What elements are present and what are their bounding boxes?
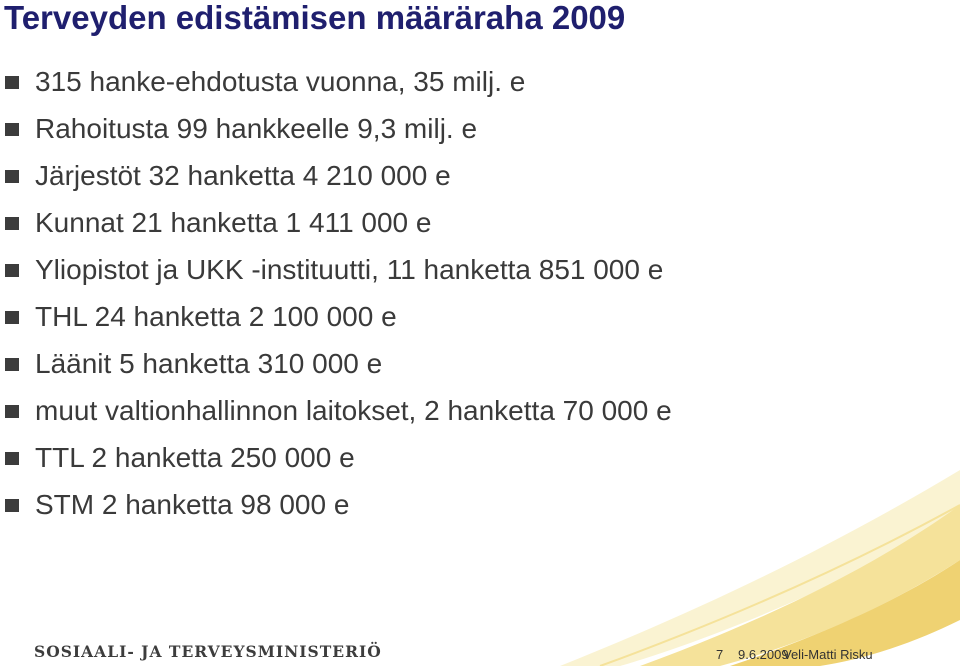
square-bullet-icon bbox=[5, 311, 19, 324]
bullet-text: Kunnat 21 hanketta 1 411 000 e bbox=[35, 207, 432, 238]
square-bullet-icon bbox=[5, 76, 19, 89]
bullet-item: Yliopistot ja UKK -instituutti, 11 hanke… bbox=[0, 246, 672, 293]
bullet-item: TTL 2 hanketta 250 000 e bbox=[0, 434, 672, 481]
bullet-text: STM 2 hanketta 98 000 e bbox=[35, 489, 350, 520]
square-bullet-icon bbox=[5, 499, 19, 512]
bullet-item: STM 2 hanketta 98 000 e bbox=[0, 481, 672, 528]
bullet-text: TTL 2 hanketta 250 000 e bbox=[35, 442, 355, 473]
ministry-logo: SOSIAALI- JA TERVEYSMINISTERIÖ bbox=[34, 642, 382, 661]
bullet-list: 315 hanke-ehdotusta vuonna, 35 milj. e R… bbox=[0, 58, 672, 528]
square-bullet-icon bbox=[5, 217, 19, 230]
bullet-item: Rahoitusta 99 hankkeelle 9,3 milj. e bbox=[0, 105, 672, 152]
bullet-text: muut valtionhallinnon laitokset, 2 hanke… bbox=[35, 395, 672, 426]
swoosh-line bbox=[599, 504, 960, 666]
footer-date: 9.6.2009 bbox=[738, 647, 789, 662]
bullet-text: Rahoitusta 99 hankkeelle 9,3 milj. e bbox=[35, 113, 478, 144]
bullet-text: THL 24 hanketta 2 100 000 e bbox=[35, 301, 397, 332]
bullet-item: Järjestöt 32 hanketta 4 210 000 e bbox=[0, 152, 672, 199]
bullet-text: Läänit 5 hanketta 310 000 e bbox=[35, 348, 383, 379]
bullet-item: 315 hanke-ehdotusta vuonna, 35 milj. e bbox=[0, 58, 672, 105]
bullet-text: Yliopistot ja UKK -instituutti, 11 hanke… bbox=[35, 254, 664, 285]
bullet-item: Läänit 5 hanketta 310 000 e bbox=[0, 340, 672, 387]
square-bullet-icon bbox=[5, 358, 19, 371]
square-bullet-icon bbox=[5, 405, 19, 418]
swoosh-band-mid bbox=[640, 505, 960, 666]
bullet-text: Järjestöt 32 hanketta 4 210 000 e bbox=[35, 160, 451, 191]
square-bullet-icon bbox=[5, 123, 19, 136]
bullet-text: 315 hanke-ehdotusta vuonna, 35 milj. e bbox=[35, 66, 526, 97]
bullet-item: muut valtionhallinnon laitokset, 2 hanke… bbox=[0, 387, 672, 434]
bullet-item: Kunnat 21 hanketta 1 411 000 e bbox=[0, 199, 672, 246]
square-bullet-icon bbox=[5, 264, 19, 277]
square-bullet-icon bbox=[5, 170, 19, 183]
page-number: 7 bbox=[716, 647, 724, 662]
footer-author: Veli-Matti Risku bbox=[783, 647, 873, 662]
swoosh-band-dark bbox=[730, 560, 960, 666]
bullet-item: THL 24 hanketta 2 100 000 e bbox=[0, 293, 672, 340]
slide-title: Terveyden edistämisen määräraha 2009 bbox=[4, 0, 626, 36]
square-bullet-icon bbox=[5, 452, 19, 465]
